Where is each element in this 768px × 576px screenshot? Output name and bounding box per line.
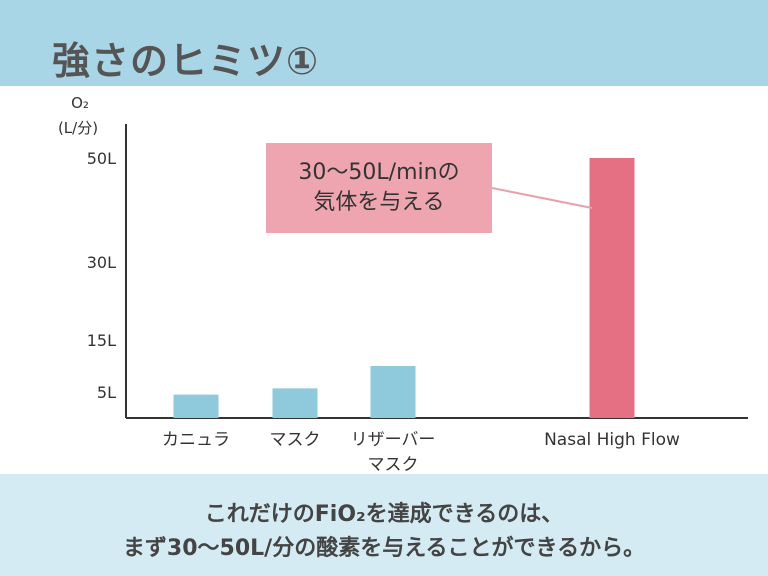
callout-line2: 気体を与える	[313, 190, 445, 215]
category-label: リザーバー	[351, 430, 436, 450]
bar	[589, 158, 635, 418]
category-label: Nasal High Flow	[544, 430, 680, 450]
bar	[370, 366, 416, 418]
y-tick-label: 5L	[97, 383, 116, 402]
bar	[272, 388, 318, 418]
y-tick-label: 15L	[87, 331, 116, 350]
header-band	[0, 0, 768, 86]
y-axis-label-line1: O₂	[71, 94, 89, 112]
y-axis-label-line2: (L/分)	[58, 119, 98, 137]
bar	[173, 394, 219, 418]
footer-text-line1: これだけのFiO₂を達成できるのは、	[204, 502, 564, 527]
footer-band	[0, 474, 768, 576]
category-label: マスク	[368, 455, 419, 475]
callout-box: 30〜50L/minの 気体を与える	[266, 143, 492, 233]
callout-connector	[491, 187, 593, 209]
category-label: カニュラ	[162, 430, 230, 450]
y-tick-label: 50L	[87, 149, 116, 168]
y-tick-label: 30L	[87, 253, 116, 272]
y-ticks: 5L 15L 30L 50L	[87, 149, 116, 402]
footer-text-line2: まず30〜50L/分の酸素を与えることができるから。	[122, 536, 646, 561]
category-label: マスク	[270, 430, 321, 450]
bars	[173, 158, 635, 418]
callout-line1: 30〜50L/minの	[298, 160, 460, 185]
page-title: 強さのヒミツ①	[52, 39, 320, 83]
